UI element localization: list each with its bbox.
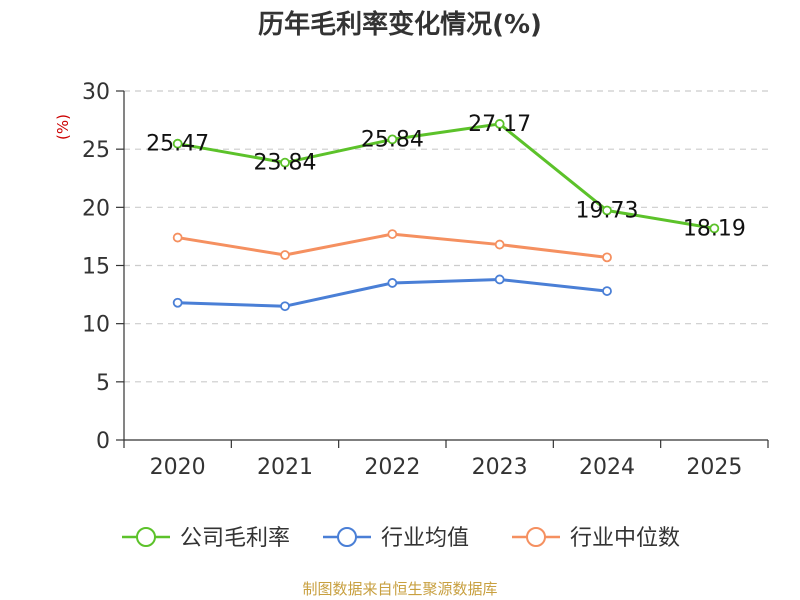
y-tick-label: 15 xyxy=(82,255,110,280)
data-point xyxy=(387,134,398,145)
data-point xyxy=(602,252,612,263)
legend-marker xyxy=(337,527,357,547)
data-point xyxy=(494,274,505,285)
source-note: 制图数据来自恒生聚源数据库 xyxy=(302,580,497,598)
y-tick-label: 30 xyxy=(82,80,110,105)
data-label: 27.17 xyxy=(468,112,531,137)
data-label: 25.84 xyxy=(361,127,424,152)
data-label: 18.19 xyxy=(683,216,746,241)
data-point xyxy=(172,297,183,308)
data-labels: 25.47 23.84 25.84 27.17 19.73 18.19 xyxy=(146,112,746,241)
legend-item-1: 行业均值 xyxy=(323,526,469,551)
legend-label: 行业中位数 xyxy=(570,526,680,551)
y-tick-label: 5 xyxy=(96,371,110,396)
series-0 xyxy=(172,119,720,234)
data-label: 25.47 xyxy=(146,132,209,157)
y-tick-label: 20 xyxy=(82,196,110,221)
data-point xyxy=(280,301,290,312)
data-label: 23.84 xyxy=(254,151,317,176)
series-line xyxy=(177,122,715,230)
x-tick-label: 2024 xyxy=(579,455,635,480)
data-point xyxy=(494,119,505,129)
x-tick-label: 2022 xyxy=(364,455,420,480)
data-point xyxy=(602,286,612,296)
series-2 xyxy=(172,229,612,263)
grid-lines xyxy=(124,90,768,383)
data-point xyxy=(172,138,183,149)
x-tick-label: 2023 xyxy=(472,455,528,480)
data-point xyxy=(172,232,183,243)
x-tick-label: 2021 xyxy=(257,455,313,480)
legend-label: 行业均值 xyxy=(381,526,469,551)
legend: 公司毛利率 行业均值 行业中位数 xyxy=(122,526,680,551)
y-tick-label: 10 xyxy=(82,313,110,338)
x-tick-label: 2025 xyxy=(686,455,742,480)
y-tick-label: 25 xyxy=(82,138,110,163)
y-axis-label: (%) xyxy=(54,114,72,140)
data-point xyxy=(602,205,612,216)
data-label: 19.73 xyxy=(576,198,639,223)
legend-item-2: 行业中位数 xyxy=(512,526,680,551)
x-tick-label: 2020 xyxy=(150,455,206,480)
legend-marker xyxy=(136,527,156,547)
data-point xyxy=(709,223,720,234)
legend-item-0: 公司毛利率 xyxy=(122,526,290,551)
legend-label: 公司毛利率 xyxy=(180,526,290,551)
y-tick-label: 0 xyxy=(96,429,110,454)
chart-title: 历年毛利率变化情况(%) xyxy=(258,9,542,40)
data-point xyxy=(280,157,290,168)
series-1 xyxy=(172,274,612,312)
legend-marker xyxy=(526,527,546,547)
data-point xyxy=(387,278,398,288)
data-point xyxy=(280,250,290,260)
data-point xyxy=(494,239,505,250)
series-layer xyxy=(172,119,720,312)
data-point xyxy=(387,229,398,239)
